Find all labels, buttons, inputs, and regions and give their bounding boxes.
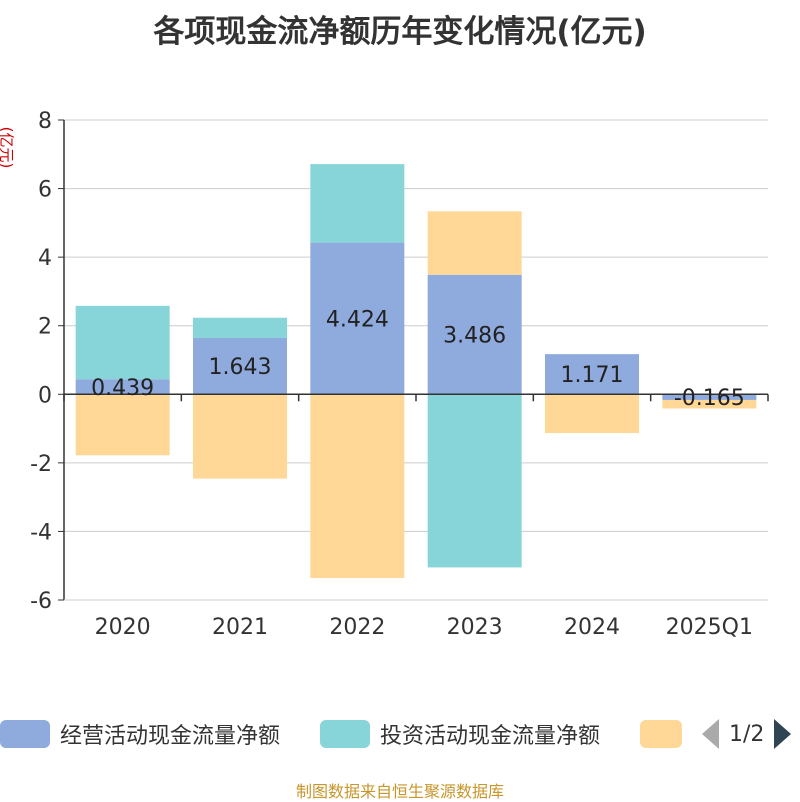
data-label: -0.165 <box>674 386 745 411</box>
legend-item-investing[interactable]: 投资活动现金流量净额 <box>320 716 600 752</box>
legend-swatch-financing <box>640 720 682 748</box>
bar-series1-2021 <box>193 317 287 338</box>
legend-item-operating[interactable]: 经营活动现金流量净额 <box>0 716 280 752</box>
bar-series2-2025Q1 <box>662 399 757 409</box>
legend-swatch-investing <box>320 720 370 748</box>
y-tick-label: 4 <box>38 246 52 271</box>
data-label: 1.643 <box>209 355 272 380</box>
bar-series2-2021 <box>193 394 287 479</box>
bar-series0-2024 <box>545 354 639 395</box>
chart-title: 各项现金流净额历年变化情况(亿元) <box>153 14 647 50</box>
legend: 经营活动现金流量净额 投资活动现金流量净额 1/2 <box>0 716 800 752</box>
legend-label-investing: 投资活动现金流量净额 <box>380 724 601 749</box>
x-tick-label: 2021 <box>212 615 268 640</box>
bar-series0-2021 <box>193 337 287 395</box>
bar-series0-2020 <box>75 379 170 395</box>
bar-series0-2022 <box>310 242 405 395</box>
legend-item-financing[interactable] <box>640 716 682 752</box>
bar-series2-2023 <box>427 211 522 275</box>
bar-series0-2025Q1 <box>662 394 757 400</box>
data-label: 1.171 <box>561 363 624 388</box>
x-tick-label: 2024 <box>564 615 620 640</box>
bar-series1-2020 <box>75 305 170 380</box>
x-tick-label: 2020 <box>95 615 151 640</box>
legend-swatch-operating <box>0 720 50 748</box>
bar-series2-2022 <box>310 394 405 579</box>
x-tick-label: 2023 <box>447 615 503 640</box>
bar-series0-2023 <box>427 274 522 395</box>
bar-series1-2023 <box>427 394 522 568</box>
x-tick-label: 2025Q1 <box>666 615 753 640</box>
data-label: 4.424 <box>326 307 389 332</box>
y-tick-label: -2 <box>30 452 52 477</box>
data-label: 3.486 <box>443 324 506 349</box>
y-tick-label: -4 <box>30 520 52 545</box>
legend-pager: 1/2 <box>702 716 792 752</box>
legend-page-indicator: 1/2 <box>729 721 765 747</box>
y-tick-label: 8 <box>38 109 52 134</box>
legend-next-page-icon[interactable] <box>774 719 792 749</box>
y-tick-label: 0 <box>38 383 52 408</box>
y-tick-label: -6 <box>30 589 52 614</box>
legend-prev-page-icon[interactable] <box>702 719 719 749</box>
bar-series2-2020 <box>75 394 170 456</box>
x-tick-label: 2022 <box>329 615 385 640</box>
data-label: 0.439 <box>91 376 154 401</box>
data-source-note: 制图数据来自恒生聚源数据库 <box>295 782 504 801</box>
bar-series1-2022 <box>310 164 405 243</box>
y-tick-label: 2 <box>38 315 52 340</box>
bar-chart: -6 -4 -2 0 2 4 6 8 2020 2021 2022 2023 2024 2025Q1 0.4… <box>30 109 769 640</box>
legend-label-operating: 经营活动现金流量净额 <box>60 724 281 749</box>
y-tick-label: 6 <box>38 178 52 203</box>
bar-series2-2024 <box>545 394 639 434</box>
